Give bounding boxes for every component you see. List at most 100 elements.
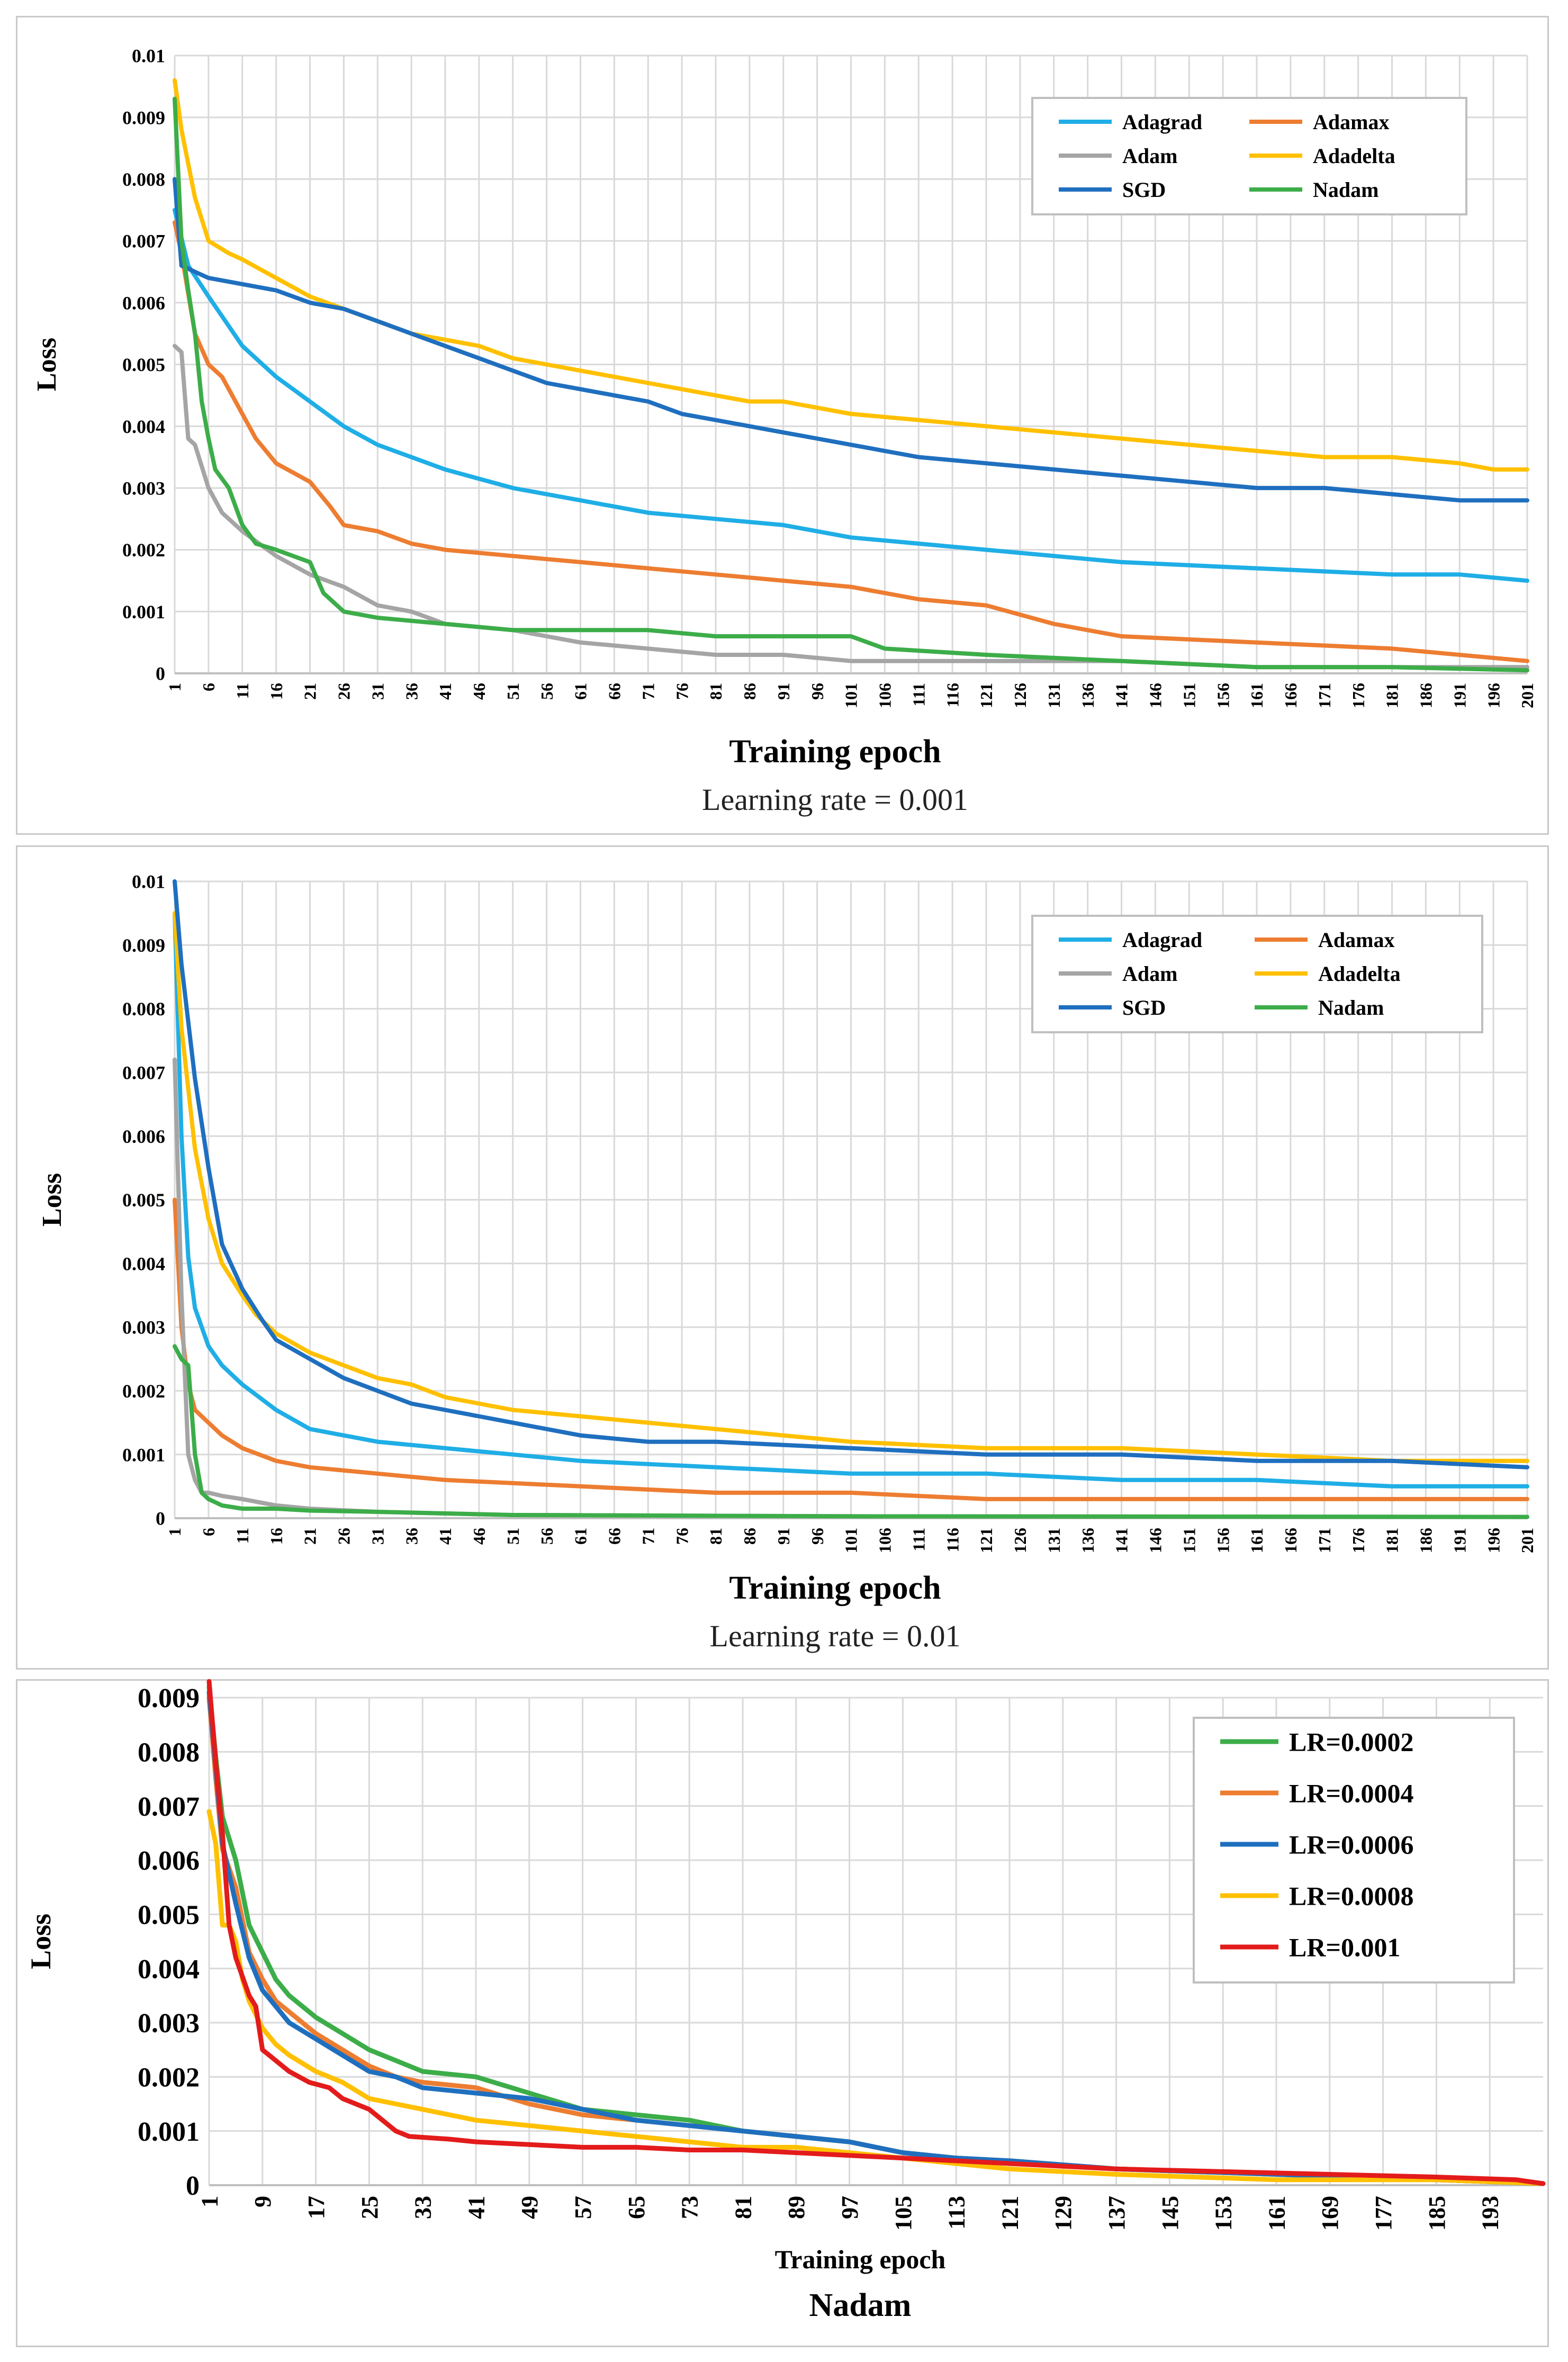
x-tick-label: 129 xyxy=(1050,2196,1076,2231)
legend-label: Adam xyxy=(1122,144,1177,168)
x-tick-label: 181 xyxy=(1383,1528,1402,1553)
x-tick-label: 156 xyxy=(1213,1528,1232,1553)
x-tick-label: 89 xyxy=(783,2196,809,2219)
y-tick-label: 0.002 xyxy=(122,539,165,561)
x-tick-label: 96 xyxy=(808,1528,827,1545)
x-tick-label: 137 xyxy=(1104,2196,1130,2231)
x-tick-label: 73 xyxy=(677,2196,703,2219)
series-line-lr-0-0006 xyxy=(206,1690,1546,2186)
legend-label: LR=0.0004 xyxy=(1289,1779,1413,1808)
x-tick-label: 46 xyxy=(470,683,489,700)
x-tick-label: 116 xyxy=(943,683,962,707)
x-tick-label: 106 xyxy=(876,1528,895,1553)
legend-label: SGD xyxy=(1122,996,1166,1020)
y-tick-label: 0.008 xyxy=(122,169,165,190)
x-tick-label: 9 xyxy=(250,2196,276,2207)
legend-label: LR=0.0006 xyxy=(1289,1830,1413,1860)
x-tick-label: 26 xyxy=(335,683,354,700)
y-tick-label: 0 xyxy=(156,663,165,684)
x-tick-label: 116 xyxy=(943,1528,962,1552)
x-tick-label: 101 xyxy=(842,1528,861,1553)
series-line-nadam xyxy=(173,96,1529,673)
legend-label: LR=0.001 xyxy=(1289,1933,1400,1962)
x-tick-label: 81 xyxy=(706,1528,725,1545)
y-tick-label: 0.008 xyxy=(122,998,165,1020)
legend-label: Adadelta xyxy=(1318,962,1401,986)
chart-3: 0 0.001 0.002 0.003 0.004 0.005 0.006 0.007 0.00… xyxy=(25,1679,1546,2323)
x-tick-label: 193 xyxy=(1477,2196,1503,2231)
legend-label: Adadelta xyxy=(1313,144,1395,168)
y-tick-label: 0.002 xyxy=(122,1381,165,1402)
y-tick-label: 0.007 xyxy=(122,1062,165,1084)
y-tick-label: 0.005 xyxy=(122,1189,165,1211)
y-tick-label: 0 xyxy=(186,2171,200,2201)
x-tick-label: 41 xyxy=(436,1528,455,1545)
x-tick-label: 16 xyxy=(267,1528,286,1545)
x-tick-label: 185 xyxy=(1424,2196,1450,2231)
x-tick-label: 65 xyxy=(624,2196,650,2219)
legend-label: Adam xyxy=(1122,962,1177,986)
x-tick-label: 141 xyxy=(1112,1528,1131,1553)
x-tick-label: 166 xyxy=(1281,1528,1300,1553)
x-tick-label: 131 xyxy=(1044,683,1064,708)
x-tick-label: 49 xyxy=(517,2196,543,2219)
x-tick-label: 166 xyxy=(1281,683,1300,708)
x-tick-label: 41 xyxy=(436,683,455,700)
x-tick-label: 56 xyxy=(537,1528,556,1545)
y-tick-label: 0.004 xyxy=(122,416,165,437)
x-tick-label: 71 xyxy=(638,683,657,700)
x-tick-label: 171 xyxy=(1315,683,1334,708)
x-tick-label: 176 xyxy=(1349,683,1368,708)
x-tick-label: 151 xyxy=(1179,683,1198,708)
x-tick-label: 97 xyxy=(837,2196,863,2219)
y-tick-label: 0.007 xyxy=(138,1792,200,1822)
legend-label: Adamax xyxy=(1318,928,1394,952)
y-tick-label: 0.004 xyxy=(138,1954,200,1985)
x-tick-label: 31 xyxy=(368,683,387,700)
y-tick-label: 0.003 xyxy=(122,478,165,499)
x-tick-label: 126 xyxy=(1011,1528,1030,1553)
x-tick-label: 106 xyxy=(876,683,895,708)
x-tick-label: 81 xyxy=(730,2196,756,2219)
x-tick-label: 51 xyxy=(503,683,522,700)
series-line-nadam xyxy=(173,1344,1529,1519)
series-line-adamax xyxy=(173,220,1529,663)
legend-box xyxy=(1193,1717,1515,1984)
y-tick-label: 0.008 xyxy=(138,1738,200,1768)
x-tick-label: 11 xyxy=(233,1528,252,1544)
x-tick-label: 11 xyxy=(233,683,252,699)
x-tick-label: 6 xyxy=(199,1528,218,1536)
legend-label: Adagrad xyxy=(1122,110,1202,134)
x-tick-label: 113 xyxy=(944,2196,970,2230)
x-tick-label: 1 xyxy=(165,1528,184,1536)
x-tick-label: 131 xyxy=(1044,1528,1064,1553)
chart-1: 0 0.001 0.002 0.003 0.004 0.005 0.006 0.007 0.00… xyxy=(32,46,1537,817)
x-tick-label: 21 xyxy=(301,683,320,700)
x-tick-label: 1 xyxy=(165,683,184,691)
y-tick-label: 0.009 xyxy=(138,1683,200,1714)
x-tick-label: 86 xyxy=(740,1528,759,1545)
y-tick-label: 0.006 xyxy=(138,1846,200,1876)
y-tick-label: 0.007 xyxy=(122,231,165,252)
chart-2: 0 0.001 0.002 0.003 0.004 0.005 0.006 0.007 0.00… xyxy=(37,871,1537,1653)
x-tick-label: 146 xyxy=(1146,683,1165,708)
y-tick-label: 0.005 xyxy=(138,1900,200,1931)
x-tick-label: 17 xyxy=(303,2196,329,2219)
x-tick-label: 161 xyxy=(1247,683,1266,708)
x-tick-label: 57 xyxy=(570,2196,596,2219)
series-line-adadelta xyxy=(173,78,1529,472)
series-line-adamax xyxy=(173,1197,1529,1501)
x-tick-label: 25 xyxy=(357,2196,383,2219)
x-tick-label: 16 xyxy=(267,683,286,700)
chart-caption: Learning rate = 0.001 xyxy=(702,782,968,817)
y-tick-label: 0.001 xyxy=(122,1444,165,1465)
x-tick-label: 121 xyxy=(977,683,996,708)
x-tick-label: 181 xyxy=(1383,683,1402,708)
x-tick-label: 71 xyxy=(638,1528,657,1545)
legend-label: Adagrad xyxy=(1122,928,1202,952)
y-tick-label: 0 xyxy=(156,1508,165,1529)
series-line-sgd xyxy=(173,879,1529,1470)
x-tick-label: 81 xyxy=(706,683,725,700)
x-tick-label: 111 xyxy=(909,1528,928,1551)
